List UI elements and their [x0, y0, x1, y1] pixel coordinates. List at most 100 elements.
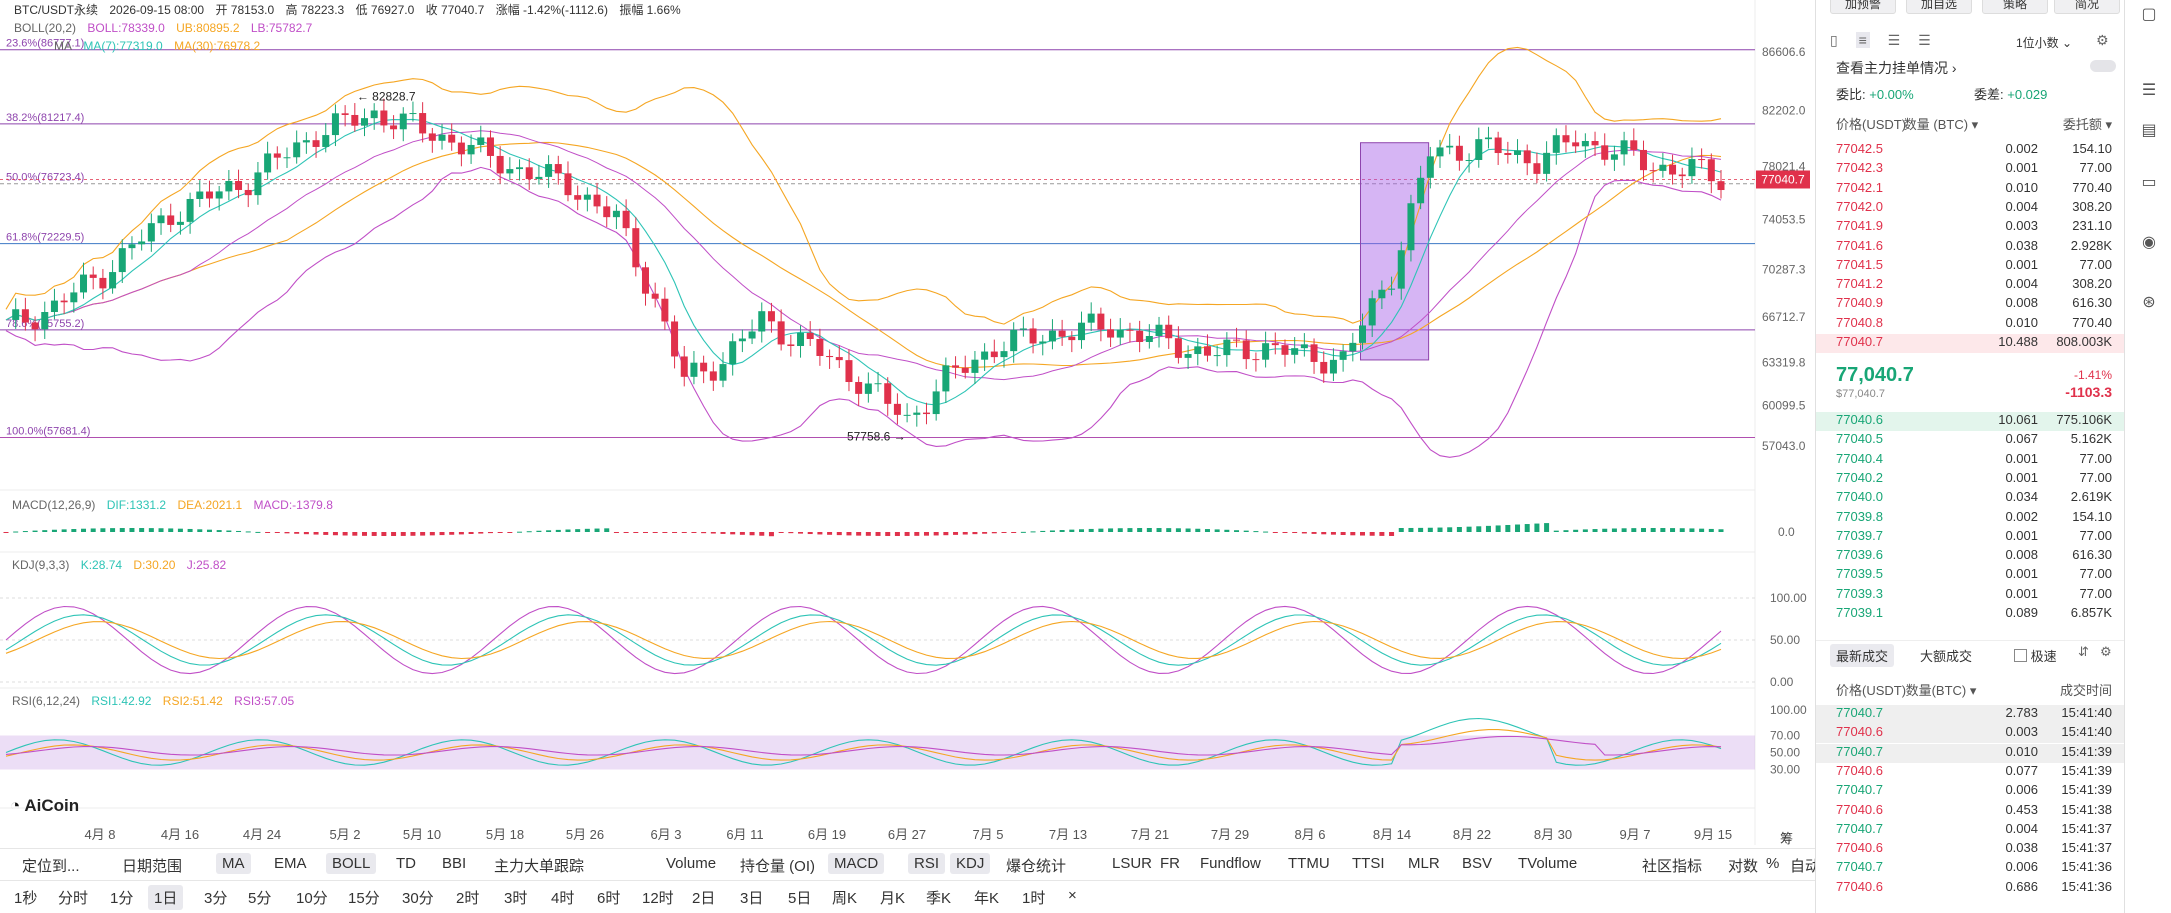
toolbar-item[interactable]: 周K	[832, 890, 858, 907]
strategy-button[interactable]: 策略	[1982, 0, 2048, 14]
ask-row[interactable]: 77042.5 0.002 154.10	[1816, 141, 2124, 160]
bid-row[interactable]: 77040.2 0.001 77.00	[1816, 470, 2124, 489]
overview-button[interactable]: 简况	[2054, 0, 2120, 14]
toolbar-item[interactable]: 3分	[204, 890, 228, 907]
ask-row[interactable]: 77042.1 0.010 770.40	[1816, 180, 2124, 199]
bid-row[interactable]: 77039.5 0.001 77.00	[1816, 566, 2124, 585]
toolbar-item[interactable]: BSV	[1462, 855, 1493, 872]
view-all-icon[interactable]: ▯	[1830, 32, 1838, 48]
fast-mode-toggle[interactable]: 极速	[2014, 646, 2057, 665]
toolbar-item[interactable]: 年K	[974, 890, 1000, 907]
toolbar-item[interactable]: 2日	[692, 890, 716, 907]
toolbar-item[interactable]: 定位到...	[22, 858, 80, 875]
toolbar-item[interactable]: Volume	[666, 855, 717, 872]
toolbar-item[interactable]: 5日	[788, 890, 812, 907]
toolbar-item[interactable]: BBI	[442, 855, 467, 872]
toolbar-item[interactable]: 月K	[880, 890, 906, 907]
ask-row[interactable]: 77040.8 0.010 770.40	[1816, 315, 2124, 334]
toolbar-item[interactable]: 自动	[1790, 858, 1821, 875]
toolbar-item[interactable]: 1秒	[14, 890, 38, 907]
toolbar-item[interactable]: 季K	[926, 890, 952, 907]
trade-row[interactable]: 77040.6 0.453 15:41:38	[1816, 802, 2124, 821]
toolbar-item[interactable]: 社区指标	[1642, 858, 1703, 875]
chart-icon[interactable]: ▤	[2141, 122, 2157, 139]
toolbar-item[interactable]: 3时	[504, 890, 528, 907]
alert-button[interactable]: 加预警	[1830, 0, 1896, 14]
view-split-icon[interactable]: ≡	[1855, 32, 1870, 48]
trade-row[interactable]: 77040.6 0.686 15:41:36	[1816, 879, 2124, 898]
tab-large-trades[interactable]: 大额成交	[1920, 649, 1973, 664]
bid-row[interactable]: 77039.1 0.089 6.857K	[1816, 605, 2124, 624]
toolbar-item[interactable]: %	[1766, 855, 1780, 872]
toolbar-item[interactable]: 3日	[740, 890, 764, 907]
toolbar-item[interactable]: LSUR	[1112, 855, 1153, 872]
toolbar-item[interactable]: 日期范围	[122, 858, 183, 875]
toolbar-item[interactable]: 对数	[1728, 858, 1759, 875]
ask-row[interactable]: 77042.0 0.004 308.20	[1816, 199, 2124, 218]
toolbar-item[interactable]: 2时	[456, 890, 480, 907]
bid-row[interactable]: 77040.6 10.061 775.106K	[1816, 412, 2124, 431]
toolbar-item[interactable]: EMA	[274, 855, 307, 872]
toolbar-item[interactable]: 分时	[58, 890, 89, 907]
tab-latest-trades[interactable]: 最新成交	[1830, 644, 1895, 667]
toolbar-item[interactable]: 持仓量 (OI)	[740, 858, 815, 875]
bid-row[interactable]: 77039.3 0.001 77.00	[1816, 586, 2124, 605]
toolbar-item[interactable]: MACD	[828, 853, 885, 874]
bid-row[interactable]: 77040.5 0.067 5.162K	[1816, 431, 2124, 450]
ask-row[interactable]: 77041.2 0.004 308.20	[1816, 276, 2124, 295]
toolbar-item[interactable]: TVolume	[1518, 855, 1578, 872]
ask-row[interactable]: 77041.9 0.003 231.10	[1816, 218, 2124, 237]
trade-row[interactable]: 77040.6 0.077 15:41:39	[1816, 763, 2124, 782]
col-qty[interactable]: 数量 (BTC) ▾	[1903, 117, 1979, 132]
toolbar-item[interactable]: 6时	[597, 890, 621, 907]
fast-checkbox[interactable]	[2014, 649, 2027, 662]
bid-row[interactable]: 77040.0 0.034 2.619K	[1816, 489, 2124, 508]
settings-icon[interactable]: ⚙	[2096, 32, 2109, 48]
col-total[interactable]: 委托额 ▾	[2062, 117, 2112, 132]
main-orders-toggle[interactable]	[2090, 60, 2116, 72]
trade-row[interactable]: 77040.6 0.003 15:41:40	[1816, 724, 2124, 744]
ask-row[interactable]: 77042.3 0.001 77.00	[1816, 160, 2124, 179]
bid-row[interactable]: 77040.4 0.001 77.00	[1816, 451, 2124, 470]
document-icon[interactable]: ▢	[2141, 6, 2157, 23]
precision-select[interactable]: 1位小数 ⌄	[2016, 36, 2073, 50]
watchlist-button[interactable]: 加自选	[1906, 0, 1972, 14]
trade-row[interactable]: 77040.6 0.038 15:41:37	[1816, 840, 2124, 859]
toolbar-item[interactable]: ×	[1068, 887, 1077, 904]
toolbar-item[interactable]: MLR	[1408, 855, 1440, 872]
toolbar-item[interactable]: 1分	[110, 890, 134, 907]
trade-row[interactable]: 77040.7 0.006 15:41:39	[1816, 782, 2124, 801]
main-orders-link[interactable]: 查看主力挂单情况 ›	[1836, 60, 1957, 76]
toolbar-item[interactable]: FR	[1160, 855, 1180, 872]
card-icon[interactable]: ▭	[2141, 174, 2157, 191]
price-chart[interactable]: 23.6%(86777.1) 38.2%(81217.4) 50.0%(76723.…	[0, 0, 1815, 845]
toolbar-item[interactable]: RSI	[908, 853, 946, 874]
toolbar-item[interactable]: TTMU	[1288, 855, 1330, 872]
toolbar-item[interactable]: 10分	[296, 890, 328, 907]
ask-row[interactable]: 77040.9 0.008 616.30	[1816, 295, 2124, 314]
toolbar-item[interactable]: 5分	[248, 890, 272, 907]
trade-row[interactable]: 77040.7 0.010 15:41:39	[1816, 743, 2124, 763]
trade-row[interactable]: 77040.7 0.006 15:41:36	[1816, 859, 2124, 878]
trade-row[interactable]: 77040.7 2.783 15:41:40	[1816, 705, 2124, 724]
toolbar-item[interactable]: BOLL	[326, 853, 377, 874]
trade-settings-icon[interactable]: ⚙	[2100, 644, 2112, 659]
toolbar-item[interactable]: TD	[396, 855, 416, 872]
bid-row[interactable]: 77039.8 0.002 154.10	[1816, 509, 2124, 528]
toolbar-item[interactable]: MA	[216, 853, 251, 874]
signal-icon[interactable]: ⊛	[2142, 294, 2156, 311]
trade-row[interactable]: 77040.7 0.004 15:41:37	[1816, 821, 2124, 840]
bid-row[interactable]: 77039.7 0.001 77.00	[1816, 528, 2124, 547]
toolbar-item[interactable]: 主力大单跟踪	[494, 858, 585, 875]
ask-row[interactable]: 77041.5 0.001 77.00	[1816, 257, 2124, 276]
chart-area[interactable]: 23.6%(86777.1) 38.2%(81217.4) 50.0%(76723.…	[0, 0, 1815, 846]
toolbar-item[interactable]: 30分	[402, 890, 434, 907]
bid-row[interactable]: 77039.6 0.008 616.30	[1816, 547, 2124, 566]
view-bids-icon[interactable]: ☰	[1887, 32, 1901, 48]
ask-row[interactable]: 77041.6 0.038 2.928K	[1816, 238, 2124, 257]
list-icon[interactable]: ☰	[2141, 82, 2157, 99]
corner-hint[interactable]: 筹	[1780, 831, 1794, 846]
toolbar-item[interactable]: TTSI	[1352, 855, 1385, 872]
bot-icon[interactable]: ◉	[2142, 234, 2156, 251]
toolbar-item[interactable]: 4时	[551, 890, 575, 907]
